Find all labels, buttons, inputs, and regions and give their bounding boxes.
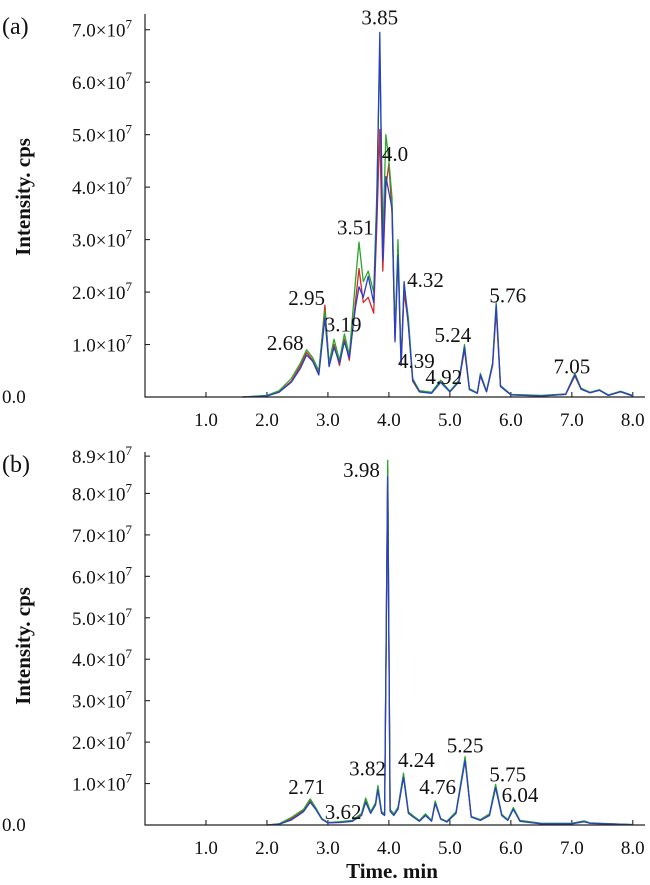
y-tick-label: 1.0×107 — [72, 771, 132, 796]
peak-label: 4.24 — [398, 748, 435, 772]
y-tick-exponent: 7 — [126, 17, 133, 32]
peak-label: 4.32 — [407, 268, 444, 292]
y-tick-exponent: 7 — [126, 443, 133, 458]
peak-label: 3.62 — [325, 800, 362, 824]
series-group-b — [266, 459, 633, 826]
peak-label: 2.68 — [267, 331, 304, 355]
peak-label: 7.05 — [553, 354, 590, 378]
x-tick-label: 1.0 — [194, 838, 218, 859]
peak-label: 3.51 — [337, 215, 374, 239]
series-group-a — [242, 31, 634, 398]
peak-label: 5.24 — [435, 323, 472, 347]
y-tick-label: 8.0×107 — [72, 480, 132, 505]
peak-label: 3.98 — [343, 458, 380, 482]
peak-label: 4.0 — [382, 142, 408, 166]
peak-label: 4.76 — [419, 775, 456, 799]
y-tick-exponent: 7 — [126, 480, 133, 495]
x-tick-label: 6.0 — [499, 838, 523, 859]
x-tick-label: 7.0 — [560, 838, 584, 859]
y-tick-exponent: 7 — [126, 563, 133, 578]
panel-label-a: (a) — [2, 14, 29, 40]
y-tick-exponent: 7 — [126, 227, 133, 242]
y-tick-label: 3.0×107 — [72, 688, 132, 713]
y-tick-label: 1.0×107 — [72, 332, 132, 357]
y-tick-label: 2.0×107 — [72, 729, 132, 754]
y-tick-label: 7.0×107 — [72, 17, 132, 42]
y-tick-label: 5.0×107 — [72, 605, 132, 630]
axis-frame-a — [144, 14, 645, 398]
x-tick-label: 4.0 — [377, 410, 401, 431]
peak-label: 3.85 — [361, 5, 398, 29]
peak-labels-a: 3.85 4.0 3.51 4.32 2.95 5.76 3.19 5.24 2.68 4.394… — [267, 5, 590, 388]
x-tick-label: 5.0 — [438, 838, 462, 859]
axis-frame-b — [144, 452, 645, 826]
panel-label-b: (b) — [2, 452, 30, 478]
y-tick-label: 6.0×107 — [72, 563, 132, 588]
y-tick-label: 5.0×107 — [72, 122, 132, 147]
y-tick-exponent: 7 — [126, 522, 133, 537]
y-tick-exponent: 7 — [126, 332, 133, 347]
peak-label: 4.92 — [425, 365, 462, 389]
y-tick-label: 4.0×107 — [72, 646, 132, 671]
series-line-3 — [266, 476, 633, 826]
y-axis-label-b: Intensity. cps — [11, 587, 35, 705]
x-ticks-a: 1.0 2.0 3.0 4.0 5.0 6.0 7.0 8.0 — [194, 392, 645, 431]
peak-label: 2.71 — [288, 775, 325, 799]
y-tick-label: 4.0×107 — [72, 174, 132, 199]
x-tick-label: 7.0 — [560, 410, 584, 431]
y-tick-exponent: 7 — [126, 605, 133, 620]
y-tick-exponent: 7 — [126, 771, 133, 786]
y-tick-label: 0.0 — [2, 387, 26, 408]
series-line-1 — [266, 467, 633, 826]
x-tick-label: 6.0 — [499, 410, 523, 431]
chart-panel-a: (a) Intensity. cps 0.0 1.0×107 2.0×107 3.0×… — [2, 5, 645, 431]
y-tick-label: 2.0×107 — [72, 279, 132, 304]
y-tick-exponent: 7 — [126, 122, 133, 137]
x-tick-label: 1.0 — [194, 410, 218, 431]
peak-label: 5.75 — [489, 762, 526, 786]
x-tick-label: 8.0 — [621, 410, 645, 431]
x-tick-label: 8.0 — [621, 838, 645, 859]
y-axis-label-a: Intensity. cps — [11, 138, 35, 256]
series-line-2 — [266, 459, 633, 826]
y-tick-exponent: 7 — [126, 69, 133, 84]
peak-label: 2.95 — [288, 286, 325, 310]
x-axis-label-b: Time. min — [346, 859, 438, 883]
y-tick-label: 8.9×107 — [72, 443, 132, 468]
y-tick-exponent: 7 — [126, 729, 133, 744]
x-tick-label: 2.0 — [255, 838, 279, 859]
peak-label: 6.04 — [502, 783, 539, 807]
x-tick-label: 2.0 — [255, 410, 279, 431]
peak-label: 4.39 — [398, 349, 435, 373]
y-tick-exponent: 7 — [126, 279, 133, 294]
y-ticks-b: 0.0 1.0×107 2.0×107 3.0×107 4.0×107 5.0×107 6.… — [2, 443, 150, 836]
y-tick-label: 3.0×107 — [72, 227, 132, 252]
y-tick-exponent: 7 — [126, 174, 133, 189]
peak-labels-b: 3.98 3.82 4.24 5.25 2.71 5.75 4.76 6.04 3.62 — [288, 458, 539, 824]
peak-label: 3.82 — [349, 756, 386, 780]
y-tick-label: 6.0×107 — [72, 69, 132, 94]
x-tick-label: 5.0 — [438, 410, 462, 431]
peak-label: 5.76 — [489, 284, 526, 308]
y-ticks-a: 0.0 1.0×107 2.0×107 3.0×107 4.0×107 5.0×107 6.… — [2, 17, 150, 408]
x-tick-label: 4.0 — [377, 838, 401, 859]
x-tick-label: 3.0 — [316, 410, 340, 431]
x-tick-label: 3.0 — [316, 838, 340, 859]
peak-label: 3.19 — [325, 312, 362, 336]
y-tick-exponent: 7 — [126, 646, 133, 661]
chart-panel-b: (b) Intensity. cps 0.0 1.0×107 2.0×107 3.0×… — [2, 443, 645, 883]
series-line-3 — [242, 31, 634, 398]
x-ticks-b: 1.0 2.0 3.0 4.0 5.0 6.0 7.0 8.0 — [194, 820, 645, 859]
peak-label: 5.25 — [447, 733, 484, 757]
y-tick-label: 0.0 — [2, 815, 26, 836]
y-tick-label: 7.0×107 — [72, 522, 132, 547]
y-tick-exponent: 7 — [126, 688, 133, 703]
